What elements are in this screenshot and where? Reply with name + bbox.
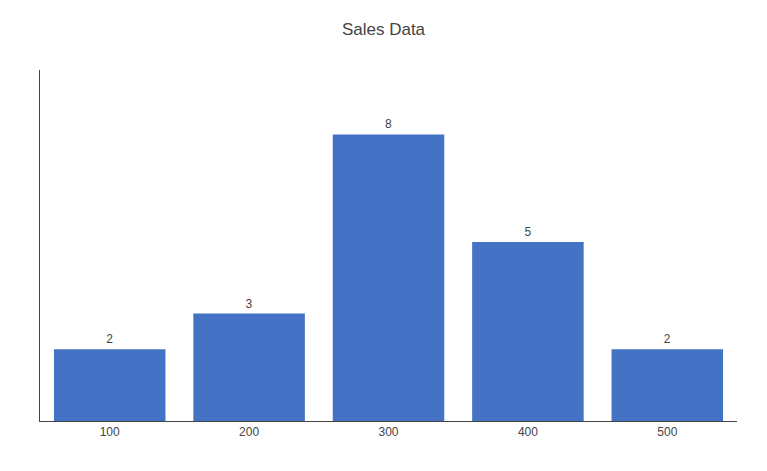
svg-text:5: 5 — [524, 225, 531, 239]
svg-text:2: 2 — [106, 332, 113, 346]
svg-text:100: 100 — [100, 425, 120, 439]
svg-text:3: 3 — [246, 297, 253, 311]
svg-text:8: 8 — [385, 117, 392, 131]
svg-text:2: 2 — [664, 332, 671, 346]
svg-text:400: 400 — [518, 425, 538, 439]
svg-text:300: 300 — [378, 425, 398, 439]
svg-text:500: 500 — [657, 425, 677, 439]
svg-text:Sales Data: Sales Data — [342, 20, 426, 39]
svg-text:200: 200 — [239, 425, 259, 439]
